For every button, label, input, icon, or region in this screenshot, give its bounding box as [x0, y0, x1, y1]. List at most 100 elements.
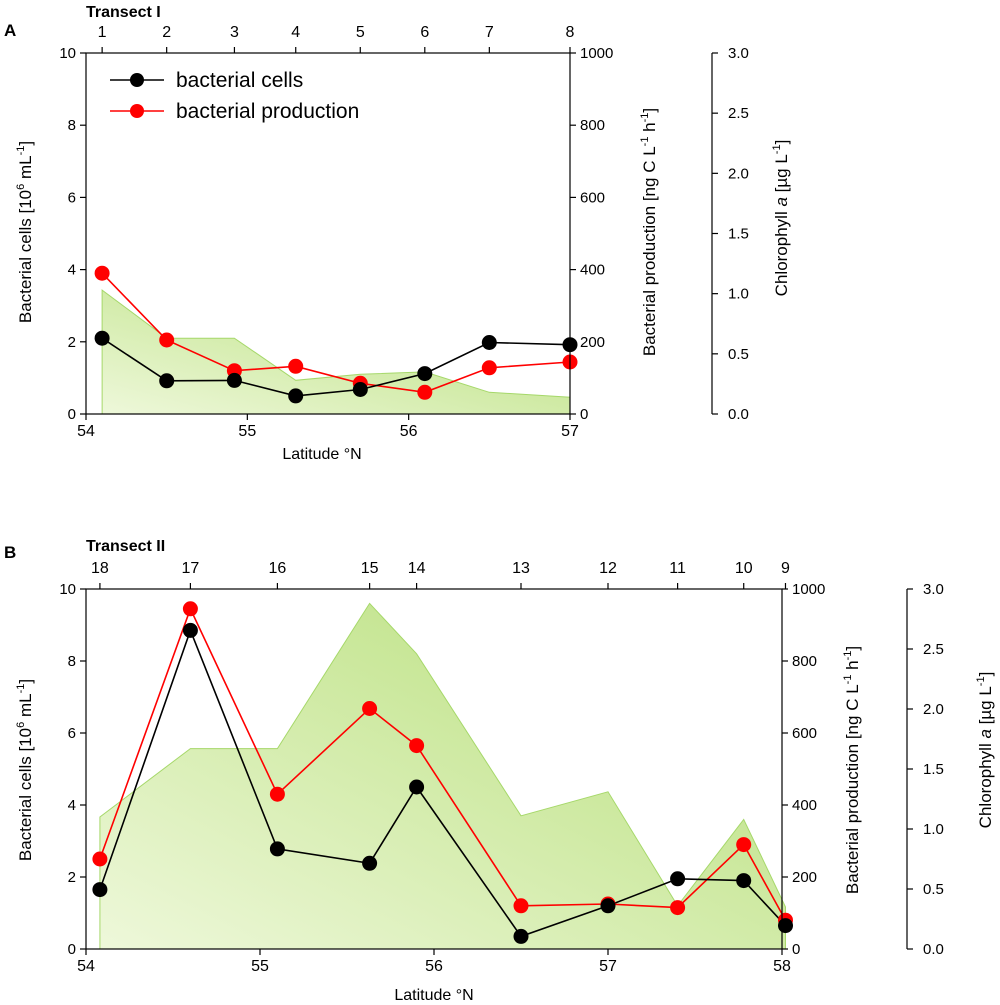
chlorophyll-axis: 0.0 0.5 1.0 1.5 2.0 2.5 3.0 — [711, 45, 749, 423]
station-ticks: 18 17 16 15 14 13 12 11 10 9 — [91, 560, 790, 589]
chlorophyll-label: Chlorophyll a [µg L-1] — [975, 672, 995, 829]
station-ticks: 1 2 3 4 5 6 7 8 — [98, 24, 575, 53]
x-axis-label: Latitude °N — [394, 987, 473, 1004]
chlorophyll-tick-label: 2.5 — [728, 105, 749, 122]
legend-production-marker — [130, 104, 144, 118]
x-tick-label: 56 — [425, 958, 443, 975]
station-label: 12 — [599, 560, 617, 577]
y-right-label: Bacterial production [ng C L-1 h-1] — [639, 108, 659, 356]
right-axis-ticks: 0 200 400 600 800 1000 — [782, 581, 825, 958]
y-left-label: Bacterial cells [106 mL-1] — [15, 141, 35, 323]
production-marker — [94, 265, 110, 281]
station-label: 10 — [735, 560, 753, 577]
transect-title: Transect II — [86, 538, 165, 555]
legend-production-label: bacterial production — [176, 100, 359, 123]
station-label: 3 — [230, 24, 239, 41]
series-lines — [99, 606, 787, 938]
y-left-tick-label: 4 — [68, 797, 76, 814]
series-lines — [101, 272, 571, 397]
chlorophyll-tick-label: 1.5 — [728, 226, 749, 243]
chlorophyll-tick-label: 0.5 — [728, 346, 749, 363]
plot-frame — [85, 52, 571, 415]
y-right-tick-label: 600 — [792, 725, 817, 742]
legend-cells-label: bacterial cells — [176, 69, 303, 92]
production-marker — [513, 898, 529, 914]
cells-marker — [736, 873, 752, 889]
markers — [92, 601, 793, 944]
chlorophyll-area — [99, 602, 787, 950]
y-left-tick-label: 8 — [68, 653, 76, 670]
y-left-tick-label: 6 — [68, 725, 76, 742]
panel-label-b: B — [4, 543, 16, 562]
chlorophyll-axis: 0.0 0.5 1.0 1.5 2.0 2.5 3.0 — [906, 581, 944, 958]
cells-marker — [417, 366, 433, 382]
y-left-tick-label: 2 — [68, 334, 76, 351]
x-tick-label: 54 — [77, 423, 95, 440]
x-tick-label: 57 — [561, 423, 579, 440]
station-label: 5 — [356, 24, 365, 41]
station-label: 13 — [512, 560, 530, 577]
legend-cells-marker — [130, 73, 144, 87]
station-label: 6 — [420, 24, 429, 41]
y-right-tick-label: 200 — [792, 869, 817, 886]
y-right-tick-label: 0 — [792, 941, 800, 958]
y-right-tick-label: 800 — [792, 653, 817, 670]
station-label: 16 — [269, 560, 287, 577]
chlorophyll-tick-label: 2.0 — [923, 701, 944, 718]
x-axis-label: Latitude °N — [282, 446, 361, 463]
cells-line — [99, 628, 787, 938]
cells-marker — [352, 382, 368, 397]
y-right-tick-label: 800 — [580, 117, 605, 134]
y-left-tick-label: 10 — [59, 581, 76, 598]
station-label: 14 — [408, 560, 426, 577]
station-label: 15 — [361, 560, 379, 577]
station-label: 1 — [98, 24, 107, 41]
production-marker — [409, 738, 425, 754]
cells-marker — [159, 373, 175, 389]
cells-marker — [778, 918, 793, 934]
chlorophyll-tick-label: 3.0 — [728, 45, 749, 62]
y-right-tick-label: 400 — [580, 262, 605, 279]
chlorophyll-tick-label: 1.0 — [923, 821, 944, 838]
cells-marker — [226, 372, 242, 388]
panel-b: B Transect II 54 55 56 57 58 18 17 16 15 14 13 12 1… — [4, 538, 995, 1004]
chlorophyll-tick-label: 2.0 — [728, 165, 749, 182]
chlorophyll-area-path — [101, 289, 571, 415]
production-marker — [269, 786, 285, 802]
y-left-label: Bacterial cells [106 mL-1] — [15, 679, 35, 861]
production-marker — [362, 701, 378, 716]
left-axis-ticks: 0 2 4 6 8 10 — [59, 45, 86, 423]
station-label: 4 — [291, 24, 300, 41]
production-marker — [92, 851, 108, 867]
cells-line — [101, 337, 571, 397]
production-marker — [159, 332, 175, 348]
x-axis-ticks: 54 55 56 57 58 — [77, 949, 791, 975]
x-tick-label: 58 — [773, 958, 791, 975]
production-marker — [417, 384, 433, 400]
y-left-tick-label: 8 — [68, 117, 76, 134]
chlorophyll-tick-label: 3.0 — [923, 581, 944, 598]
cells-marker — [182, 622, 198, 638]
production-marker — [481, 360, 497, 376]
y-right-tick-label: 0 — [580, 406, 588, 423]
y-left-tick-label: 0 — [68, 941, 76, 958]
chlorophyll-label: Chlorophyll a [µg L-1] — [771, 140, 791, 297]
y-left-tick-label: 2 — [68, 869, 76, 886]
y-right-tick-label: 600 — [580, 189, 605, 206]
station-label: 11 — [669, 560, 686, 577]
chlorophyll-tick-label: 0.0 — [923, 941, 944, 958]
chlorophyll-area-path — [99, 602, 787, 950]
cells-marker — [362, 855, 378, 871]
y-right-tick-label: 400 — [792, 797, 817, 814]
production-marker — [182, 601, 198, 617]
legend: bacterial cells bacterial production — [110, 69, 359, 123]
chlorophyll-tick-label: 0.5 — [923, 881, 944, 898]
cells-marker — [288, 388, 304, 404]
production-line — [101, 272, 571, 394]
production-marker — [288, 358, 304, 374]
plot-frame-rect — [85, 52, 571, 415]
chlorophyll-area — [101, 289, 571, 415]
cells-marker — [600, 898, 616, 914]
